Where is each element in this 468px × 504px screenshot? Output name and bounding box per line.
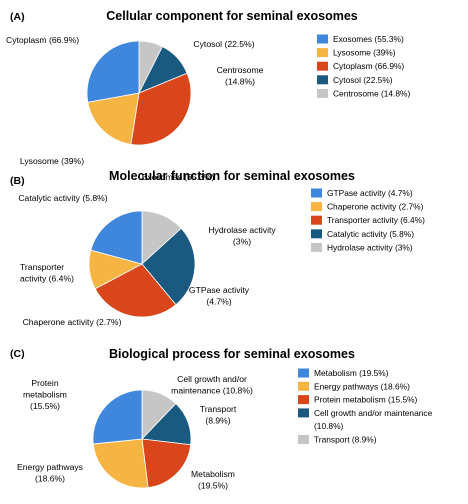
legend-label: Metabolism (19.5%) bbox=[314, 368, 389, 378]
legend-label: Centrosome (14.8%) bbox=[333, 88, 410, 98]
panel-letter: (A) bbox=[10, 11, 25, 23]
slice-label-centrosome: Centrosome (14.8%) bbox=[217, 65, 264, 87]
legend-label: Cytoplasm (66.9%) bbox=[333, 61, 404, 71]
slice-label-cell-growth-and-or-maintenance: Cell growth and/or maintenance (10.8%) bbox=[171, 374, 253, 396]
legend-swatch bbox=[311, 202, 322, 212]
pie-slice-gtpase-activity bbox=[90, 210, 143, 265]
pie-slice-cytoplasm bbox=[130, 72, 192, 146]
pie-slice-lysosome bbox=[87, 92, 140, 145]
legend-swatch bbox=[311, 215, 322, 225]
slice-label-energy-pathways: Energy pathways (18.6%) bbox=[17, 462, 83, 484]
legend-swatch bbox=[311, 242, 322, 252]
legend-label: Exosomes (55.3%) bbox=[333, 34, 404, 44]
slice-label-cytoplasm: Cytoplasm (66.9%) bbox=[6, 35, 79, 45]
slice-label-chaperone-activity: Chaperone activity (2.7%) bbox=[23, 317, 122, 327]
legend-label: Lysosome (39%) bbox=[333, 48, 396, 58]
legend-label: Cytosol (22.5%) bbox=[333, 75, 393, 85]
legend-swatch bbox=[298, 435, 309, 444]
legend-label: Chaperone activity (2.7%) bbox=[327, 202, 424, 212]
panel-letter: (C) bbox=[10, 348, 25, 360]
slice-label-hydrolase-activity: Hydrolase activity (3%) bbox=[208, 225, 276, 247]
legend-swatch bbox=[298, 408, 309, 418]
slice-label-lysosome: Lysosome (39%) bbox=[20, 156, 84, 166]
legend-swatch bbox=[317, 48, 328, 58]
legend-label: Transporter activity (6.4%) bbox=[327, 215, 425, 225]
chart-title: Molecular function for seminal exosomes bbox=[109, 169, 355, 183]
pie-slice-transporter-activity bbox=[94, 263, 177, 318]
slice-label-metabolism: Metabolism (19.5%) bbox=[191, 469, 235, 491]
legend-swatch bbox=[298, 395, 309, 405]
legend-swatch bbox=[298, 368, 309, 378]
legend-swatch bbox=[317, 34, 328, 44]
pie-slice-protein-metabolism bbox=[141, 438, 192, 489]
legend-label: (10.8%) bbox=[314, 421, 344, 431]
legend-label: Cell growth and/or maintenance bbox=[314, 408, 433, 418]
pie-slice-exosomes bbox=[86, 40, 140, 103]
pie-slice-metabolism bbox=[92, 389, 143, 445]
legend-label: Transport (8.9%) bbox=[314, 435, 377, 445]
slice-label-exosomes: Exosomes (55.3%) bbox=[142, 172, 215, 182]
legend-label: Energy pathways (18.6%) bbox=[314, 381, 410, 391]
legend-label: Protein metabolism (15.5%) bbox=[314, 395, 418, 405]
chart-title: Cellular component for seminal exosomes bbox=[106, 9, 358, 23]
pie-slice-energy-pathways bbox=[92, 438, 149, 489]
legend-swatch bbox=[317, 75, 328, 85]
panel-letter: (B) bbox=[10, 175, 25, 187]
slice-label-transport: Transport (8.9%) bbox=[200, 404, 237, 426]
slice-label-gtpase-activity: GTPase activity (4.7%) bbox=[189, 285, 250, 307]
legend-swatch bbox=[317, 61, 328, 71]
legend-label: Hydrolase activity (3%) bbox=[327, 242, 413, 252]
slice-label-protein-metabolism: Protein metabolism (15.5%) bbox=[23, 378, 67, 411]
legend-swatch bbox=[311, 229, 322, 239]
pie-slice-catalytic-activity bbox=[141, 227, 196, 306]
chart-panel-3: (C) Biological process for seminal exosom… bbox=[10, 347, 433, 491]
slice-label-transporter-activity: Transporter activity (6.4%) bbox=[20, 262, 74, 284]
chart-panel-1: (A) Cellular component for seminal exosom… bbox=[6, 9, 410, 182]
slice-label-catalytic-activity: Catalytic activity (5.8%) bbox=[18, 193, 107, 203]
legend-swatch bbox=[298, 381, 309, 391]
chart-title: Biological process for seminal exosomes bbox=[109, 347, 355, 361]
legend-label: Catalytic activity (5.8%) bbox=[327, 229, 414, 239]
legend-swatch bbox=[311, 188, 322, 198]
legend-swatch bbox=[317, 88, 328, 98]
legend-label: GTPase activity (4.7%) bbox=[327, 188, 413, 198]
chart-panel-2: (B) Molecular function for seminal exosom… bbox=[10, 169, 425, 327]
slice-label-cytosol: Cytosol (22.5%) bbox=[193, 39, 254, 49]
